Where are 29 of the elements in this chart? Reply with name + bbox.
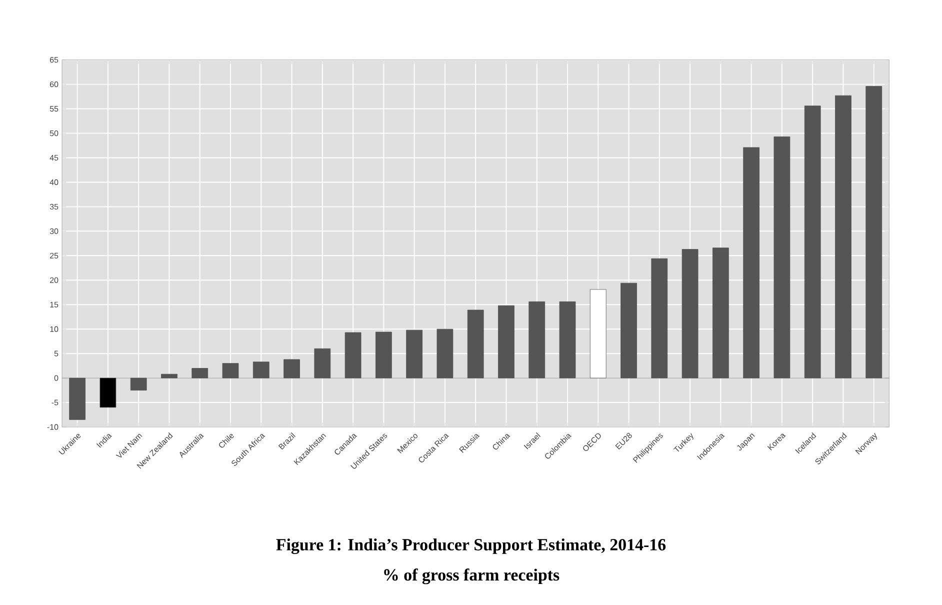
- bar: [100, 378, 116, 408]
- bar: [376, 332, 392, 378]
- bar: [590, 289, 606, 378]
- bar: [743, 147, 760, 378]
- bar: [252, 362, 270, 378]
- bar: [835, 95, 852, 378]
- bar: [344, 332, 362, 378]
- bar: [161, 374, 178, 378]
- bar: [559, 301, 576, 378]
- bar: [436, 328, 454, 378]
- bar: [467, 310, 484, 378]
- bar: [498, 305, 514, 378]
- bar: [620, 282, 637, 378]
- text: % of gross farm receipts: [384, 568, 560, 584]
- bar: [222, 363, 239, 378]
- bar: [406, 330, 422, 378]
- text: Figure 1: India’s Producer Support Estimate, 2014-16: [276, 538, 666, 554]
- bar: [69, 378, 86, 420]
- bar: [284, 359, 300, 378]
- bar: [130, 378, 147, 390]
- bar: [774, 136, 790, 378]
- bar: [712, 248, 729, 378]
- bar: [804, 106, 821, 378]
- bar: [528, 301, 546, 378]
- bar: [651, 258, 668, 378]
- bar: [866, 86, 882, 378]
- bar: [192, 368, 208, 378]
- bar: [682, 249, 698, 378]
- bar: [314, 348, 331, 378]
